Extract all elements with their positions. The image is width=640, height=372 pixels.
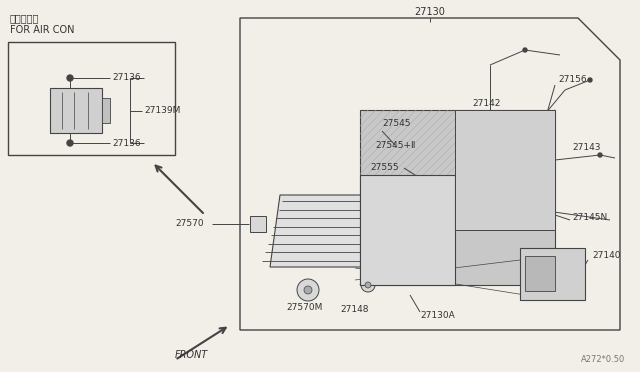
Circle shape	[304, 286, 312, 294]
Text: 27136: 27136	[112, 74, 141, 83]
Text: 27545+Ⅱ: 27545+Ⅱ	[375, 141, 415, 150]
Bar	[360, 110, 555, 285]
Text: 27136: 27136	[112, 138, 141, 148]
Circle shape	[523, 48, 527, 52]
Bar	[455, 110, 555, 230]
Bar	[102, 98, 110, 123]
Polygon shape	[270, 195, 455, 267]
Bar	[360, 175, 455, 285]
Text: FOR AIR CON: FOR AIR CON	[10, 25, 74, 35]
Text: 27130: 27130	[415, 7, 445, 17]
Text: 27145N: 27145N	[572, 214, 607, 222]
Circle shape	[67, 75, 73, 81]
Text: 27545: 27545	[382, 119, 410, 128]
Circle shape	[598, 153, 602, 157]
Bar	[8, 42, 175, 155]
Bar	[520, 248, 585, 300]
Text: 27148: 27148	[340, 305, 369, 314]
Circle shape	[297, 279, 319, 301]
Text: 27570: 27570	[175, 219, 204, 228]
Text: FRONT: FRONT	[175, 350, 208, 360]
Text: エアコン用: エアコン用	[10, 13, 40, 23]
Bar	[250, 216, 266, 232]
Bar	[525, 256, 555, 291]
Text: 27140: 27140	[592, 250, 621, 260]
Text: 27139M: 27139M	[144, 106, 180, 115]
Circle shape	[365, 282, 371, 288]
Text: 27142: 27142	[472, 99, 500, 108]
Bar	[50, 88, 102, 133]
Text: A272*0.50: A272*0.50	[580, 356, 625, 365]
Text: 27156: 27156	[558, 76, 587, 84]
Text: 27130A: 27130A	[420, 311, 455, 320]
Text: 27143: 27143	[572, 144, 600, 153]
Text: 27570M: 27570M	[287, 304, 323, 312]
Circle shape	[67, 140, 73, 146]
Circle shape	[361, 278, 375, 292]
Circle shape	[588, 78, 592, 82]
Text: 27555: 27555	[370, 164, 399, 173]
